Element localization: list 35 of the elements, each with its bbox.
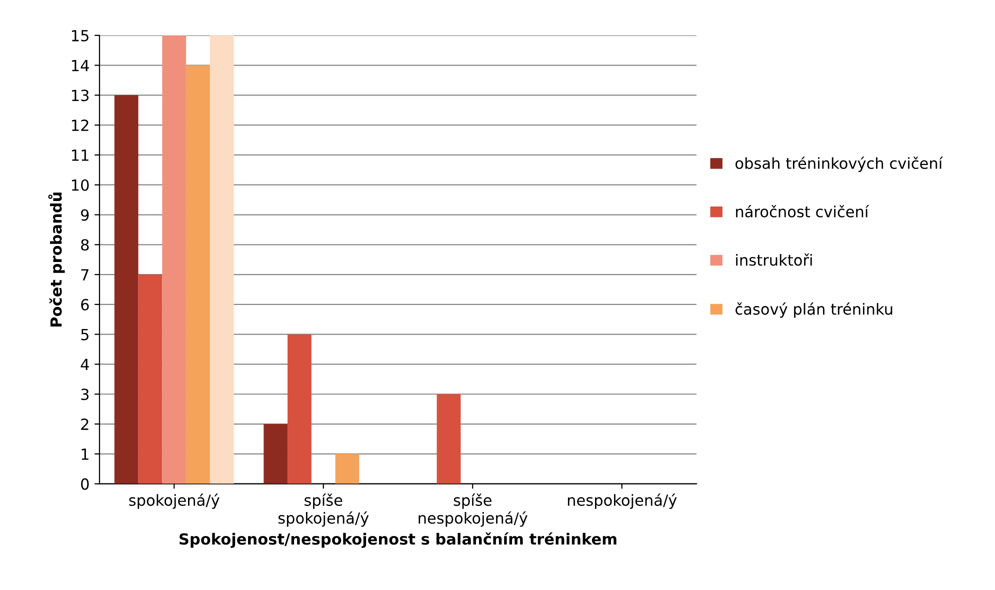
legend-label: náročnost cvičení [736,204,870,218]
x-tick-label: spokojená/ý [129,494,220,509]
y-tick-label: 3 [81,388,89,400]
y-tick-label: 9 [81,209,89,221]
bar [186,65,210,484]
y-tick-label: 15 [72,30,88,42]
y-tick-label: 11 [72,150,88,161]
y-tick-label: 2 [81,418,88,430]
bar [436,394,461,484]
y-tick-label: 13 [72,90,89,102]
bar [138,274,162,484]
bar [162,35,186,484]
bar [264,424,288,484]
y-tick-label: 1 [82,448,88,460]
x-tick-label: spíše nespokojená/ý [418,494,528,527]
y-tick-label: 0 [81,478,89,490]
y-tick-label: 12 [72,120,88,131]
y-tick-label: 6 [81,298,89,310]
legend-label: časový plán tréninku [736,302,892,318]
y-tick-label: 7 [81,269,88,280]
bar [114,95,138,484]
x-axis-title: Spokojenost/nespokojenost s balančním tréninkem [180,532,616,548]
bar [288,334,312,484]
y-axis-title: Počet probandů [48,192,65,327]
bar [210,35,234,484]
y-tick-label: 10 [72,179,89,191]
bar [335,454,360,484]
legend-label: obsah tréninkových cvičení [736,156,944,172]
x-tick-label: nespokojená/ý [568,494,677,509]
y-tick-label: 8 [81,239,89,251]
y-tick-label: 4 [80,358,89,370]
x-tick-label: spíše spokojená/ý [278,494,369,527]
y-tick-label: 5 [81,329,88,340]
y-tick-label: 14 [72,60,89,72]
legend-label: instruktoři [736,253,812,266]
